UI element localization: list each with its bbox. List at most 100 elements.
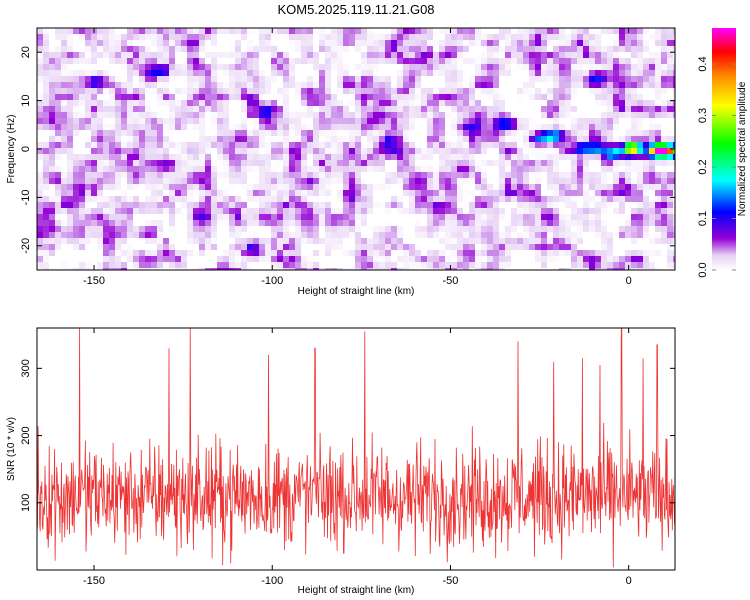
heatmap-cell [385,142,392,149]
heatmap-cell [607,208,614,215]
heatmap-cell [397,262,404,269]
heatmap-cell [289,220,296,227]
heatmap-cell [367,100,374,107]
heatmap-cell [385,166,392,173]
heatmap-cell [637,100,644,107]
heatmap-cell [133,160,140,167]
heatmap-cell [319,148,326,155]
heatmap-cell [559,196,566,203]
heatmap-cell [253,70,260,77]
heatmap-cell [259,136,266,143]
heatmap-cell [97,166,104,173]
heatmap-cell [205,64,212,71]
heatmap-cell [247,202,254,209]
heatmap-cell [475,76,482,83]
heatmap-cell [103,34,110,41]
heatmap-cell [667,214,674,221]
heatmap-cell [655,208,662,215]
heatmap-cell [643,28,650,35]
heatmap-cell [103,112,110,119]
heatmap-cell [397,250,404,257]
heatmap-cell [409,142,416,149]
heatmap-cell [97,172,104,179]
heatmap-cell [319,196,326,203]
heatmap-cell [187,160,194,167]
heatmap-cell [301,220,308,227]
heatmap-cell [121,136,128,143]
heatmap-cell [133,88,140,95]
heatmap-cell [409,88,416,95]
heatmap-cell [451,172,458,179]
heatmap-cell [85,118,92,125]
heatmap-cell [349,52,356,59]
heatmap-cell [103,184,110,191]
heatmap-cell [397,46,404,53]
heatmap-cell [463,28,470,35]
heatmap-cell [577,214,584,221]
heatmap-cell [55,112,62,119]
heatmap-cell [157,214,164,221]
heatmap-cell [91,166,98,173]
heatmap-cell [589,178,596,185]
heatmap-cell [307,214,314,221]
heatmap-cell [541,250,548,257]
heatmap-cell [487,70,494,77]
heatmap-cell [223,256,230,263]
heatmap-cell [199,58,206,65]
heatmap-cell [169,82,176,89]
heatmap-cell [367,94,374,101]
heatmap-cell [133,28,140,35]
heatmap-cell [481,172,488,179]
heatmap-cell [343,172,350,179]
heatmap-cell [265,178,272,185]
heatmap-cell [373,196,380,203]
heatmap-cell [451,232,458,239]
heatmap-cell [595,172,602,179]
heatmap-cell [433,238,440,245]
heatmap-cell [295,46,302,53]
heatmap-cell [43,148,50,155]
heatmap-cell [235,244,242,251]
heatmap-cell [97,250,104,257]
heatmap-cell [79,64,86,71]
heatmap-cell [457,172,464,179]
heatmap-cell [319,76,326,83]
heatmap-cell [115,118,122,125]
heatmap-cell [43,130,50,137]
heatmap-cell [373,34,380,41]
heatmap-cell [139,190,146,197]
heatmap-cell [331,184,338,191]
heatmap-cell [241,46,248,53]
heatmap-cell [673,178,675,185]
heatmap-cell [499,232,506,239]
heatmap-cell [67,238,74,245]
heatmap-cell [559,64,566,71]
heatmap-cell [163,148,170,155]
heatmap-cell [433,190,440,197]
heatmap-cell [67,106,74,113]
heatmap-cell [313,130,320,137]
heatmap-cell [613,262,620,269]
heatmap-cell [595,232,602,239]
heatmap-cell [319,226,326,233]
heatmap-cell [187,148,194,155]
heatmap-cell [247,250,254,257]
heatmap-cell [451,244,458,251]
heatmap-cell [307,226,314,233]
heatmap-cell [517,64,524,71]
heatmap-cell [607,214,614,221]
heatmap-cell [421,268,428,270]
heatmap-cell [277,76,284,83]
heatmap-cell [169,124,176,131]
heatmap-cell [355,154,362,161]
heatmap-cell [229,46,236,53]
heatmap-cell [625,178,632,185]
heatmap-cell [361,208,368,215]
heatmap-cell [487,232,494,239]
heatmap-cell [139,196,146,203]
heatmap-cell [403,256,410,263]
heatmap-cell [277,238,284,245]
heatmap-cell [319,268,326,270]
heatmap-cell [247,40,254,47]
heatmap-cell [301,142,308,149]
